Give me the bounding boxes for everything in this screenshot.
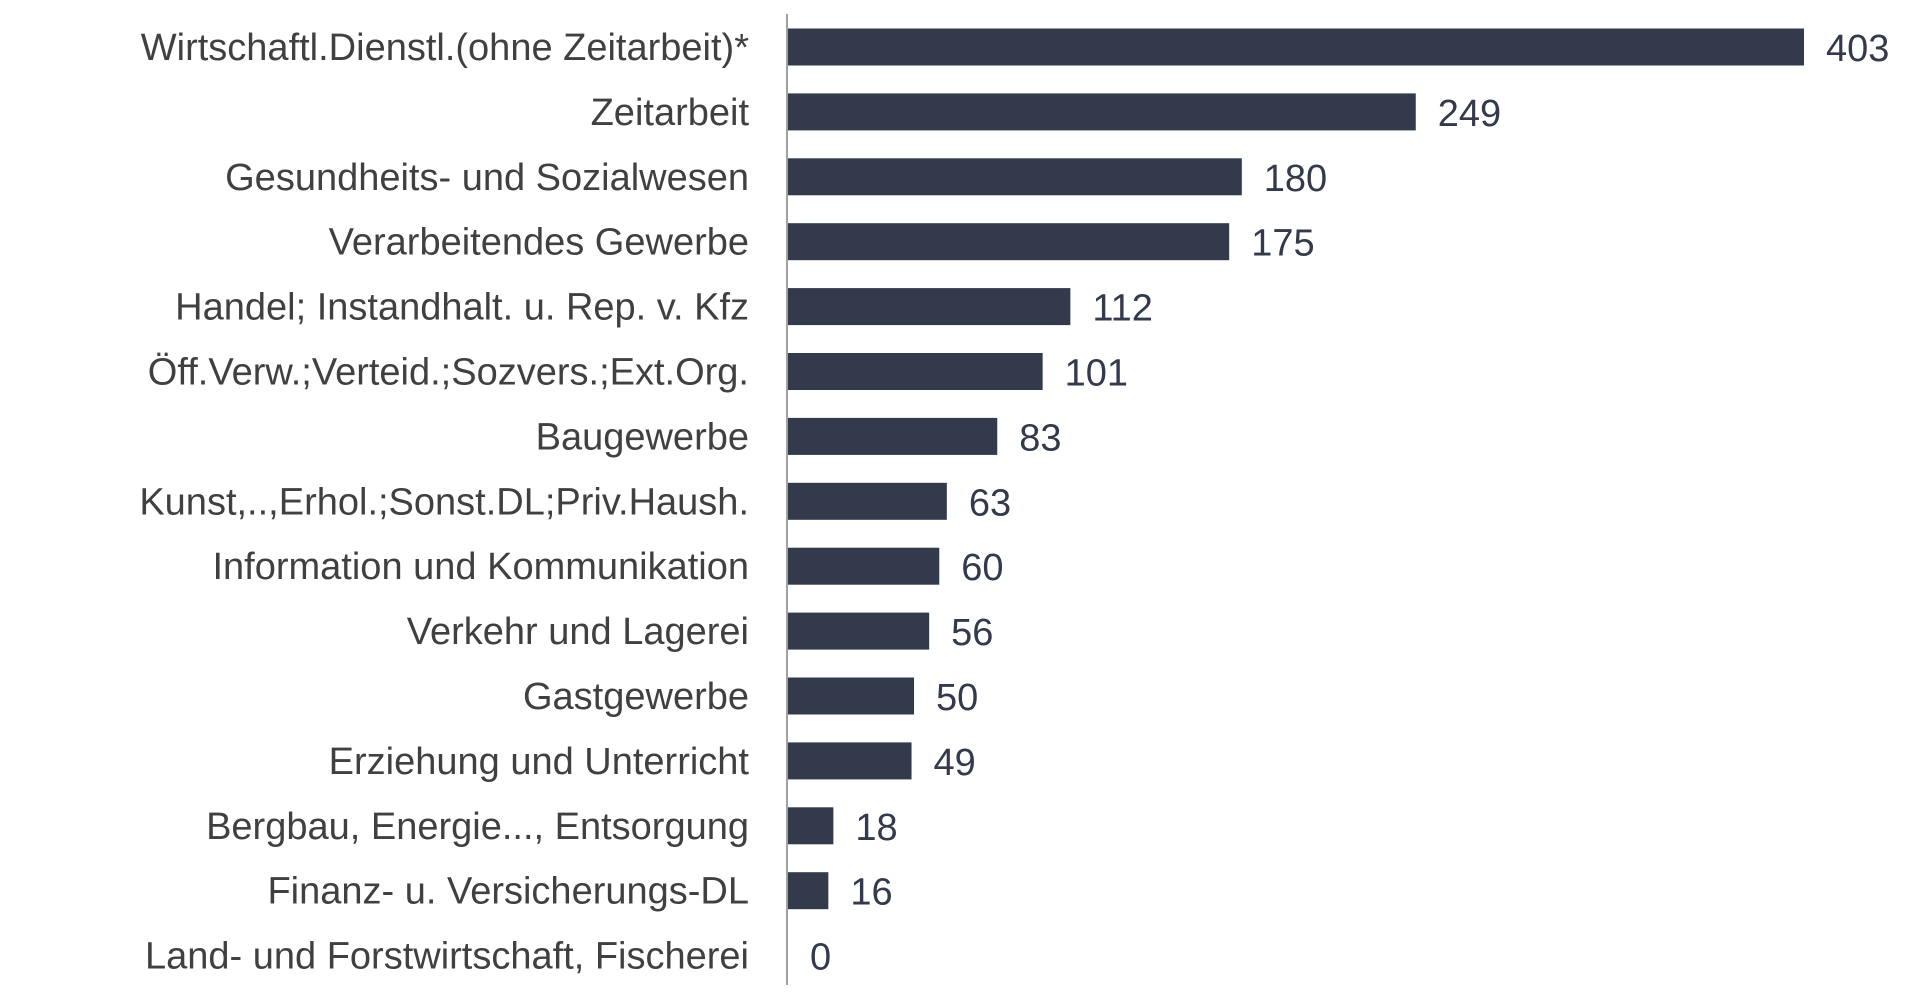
- category-label: Kunst,..,Erhol.;Sonst.DL;Priv.Haush.: [139, 481, 749, 523]
- category-label: Information und Kommunikation: [212, 546, 749, 588]
- value-label: 56: [951, 612, 993, 654]
- value-label: 60: [961, 547, 1003, 589]
- bar: [788, 93, 1416, 131]
- category-label: Baugewerbe: [536, 416, 749, 458]
- bar: [788, 417, 998, 455]
- category-label: Gastgewerbe: [523, 676, 749, 718]
- value-label: 112: [1092, 288, 1153, 330]
- value-label: 403: [1826, 28, 1889, 70]
- bar: [788, 28, 1804, 66]
- value-label: 16: [850, 872, 892, 914]
- category-label: Verarbeitendes Gewerbe: [329, 222, 749, 264]
- bar: [788, 807, 834, 845]
- category-label: Gesundheits- und Sozialwesen: [225, 157, 749, 199]
- value-label: 180: [1264, 158, 1327, 200]
- value-label: 18: [855, 807, 897, 849]
- category-label: Wirtschaftl.Dienstl.(ohne Zeitarbeit)*: [141, 27, 749, 69]
- bar: [788, 353, 1043, 390]
- category-label: Land- und Forstwirtschaft, Fischerei: [145, 936, 749, 978]
- value-label: 63: [969, 482, 1011, 524]
- bar: [788, 872, 829, 910]
- bar: [788, 288, 1071, 326]
- value-label: 49: [934, 742, 976, 784]
- bar: [788, 547, 940, 585]
- value-label: 83: [1019, 417, 1061, 459]
- category-label: Handel; Instandhalt. u. Rep. v. Kfz: [175, 287, 749, 329]
- value-label: 249: [1438, 93, 1501, 135]
- bar: [788, 612, 930, 650]
- category-label: Verkehr und Lagerei: [407, 611, 749, 653]
- category-label: Zeitarbeit: [591, 92, 750, 134]
- category-label: Finanz- u. Versicherungs-DL: [267, 871, 749, 913]
- category-label: Öff.Verw.;Verteid.;Sozvers.;Ext.Org.: [148, 352, 749, 394]
- value-label: 50: [936, 677, 978, 719]
- value-label: 0: [810, 937, 831, 979]
- bar: [788, 677, 915, 715]
- bar: [788, 742, 912, 780]
- category-label: Bergbau, Energie..., Entsorgung: [206, 806, 749, 848]
- value-label: 175: [1251, 223, 1314, 265]
- bar: [788, 158, 1242, 196]
- bar: [788, 223, 1230, 261]
- bar: [788, 482, 947, 520]
- value-label: 101: [1065, 353, 1128, 395]
- category-label: Erziehung und Unterricht: [329, 741, 750, 783]
